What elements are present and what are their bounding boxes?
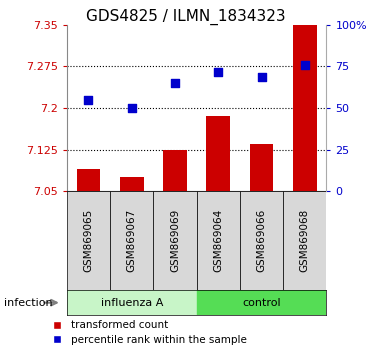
Point <box>85 97 91 102</box>
Bar <box>197 290 326 315</box>
Text: influenza A: influenza A <box>101 298 163 308</box>
Text: GDS4825 / ILMN_1834323: GDS4825 / ILMN_1834323 <box>86 9 285 25</box>
FancyBboxPatch shape <box>110 191 153 290</box>
Bar <box>76 169 100 191</box>
Bar <box>163 150 187 191</box>
Point <box>172 80 178 86</box>
FancyBboxPatch shape <box>67 191 110 290</box>
Point <box>129 105 135 111</box>
Bar <box>67 290 197 315</box>
Point <box>302 62 308 68</box>
Text: GSM869067: GSM869067 <box>127 209 137 272</box>
Text: GSM869065: GSM869065 <box>83 209 93 272</box>
Bar <box>120 177 144 191</box>
FancyBboxPatch shape <box>240 191 283 290</box>
Point <box>215 69 221 75</box>
FancyBboxPatch shape <box>153 191 197 290</box>
Bar <box>293 25 317 191</box>
Bar <box>250 144 273 191</box>
Point <box>259 75 265 80</box>
Text: GSM869068: GSM869068 <box>300 209 310 272</box>
Text: GSM869064: GSM869064 <box>213 209 223 272</box>
Legend: transformed count, percentile rank within the sample: transformed count, percentile rank withi… <box>42 316 252 349</box>
FancyBboxPatch shape <box>197 191 240 290</box>
Bar <box>206 116 230 191</box>
Text: GSM869069: GSM869069 <box>170 209 180 272</box>
FancyBboxPatch shape <box>283 191 326 290</box>
Text: infection: infection <box>4 298 52 308</box>
Text: GSM869066: GSM869066 <box>257 209 266 272</box>
Text: control: control <box>242 298 281 308</box>
